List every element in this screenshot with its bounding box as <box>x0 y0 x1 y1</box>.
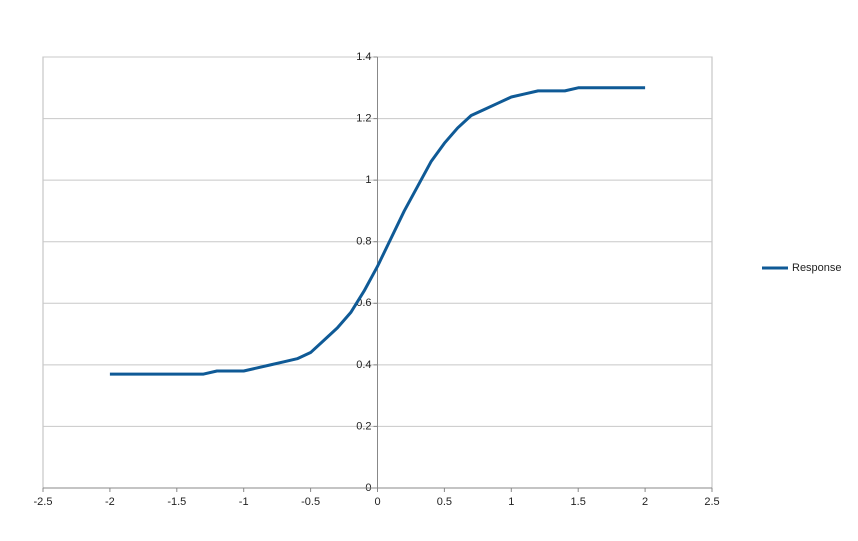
y-tick-label: 0.4 <box>356 359 371 371</box>
y-tick-label: 1.2 <box>356 112 371 124</box>
x-tick-label: -2 <box>105 496 115 508</box>
legend-label: Response <box>792 262 842 274</box>
y-tick-label: 1.4 <box>356 51 371 63</box>
x-tick-label: -1 <box>239 496 249 508</box>
y-tick-label: 0.8 <box>356 236 371 248</box>
x-tick-label: 0 <box>374 496 380 508</box>
x-tick-label: -0.5 <box>301 496 320 508</box>
x-tick-label: 2 <box>642 496 648 508</box>
x-tick-label: -1.5 <box>167 496 186 508</box>
x-tick-label: 2.5 <box>704 496 719 508</box>
data-line <box>109 86 646 376</box>
y-tick-label: 0.2 <box>356 420 371 432</box>
x-tick-label: 0.5 <box>437 496 452 508</box>
x-tick-label: -2.5 <box>34 496 53 508</box>
y-tick-label: 1 <box>365 174 371 186</box>
x-tick-label: 1 <box>508 496 514 508</box>
x-tick-label: 1.5 <box>571 496 586 508</box>
